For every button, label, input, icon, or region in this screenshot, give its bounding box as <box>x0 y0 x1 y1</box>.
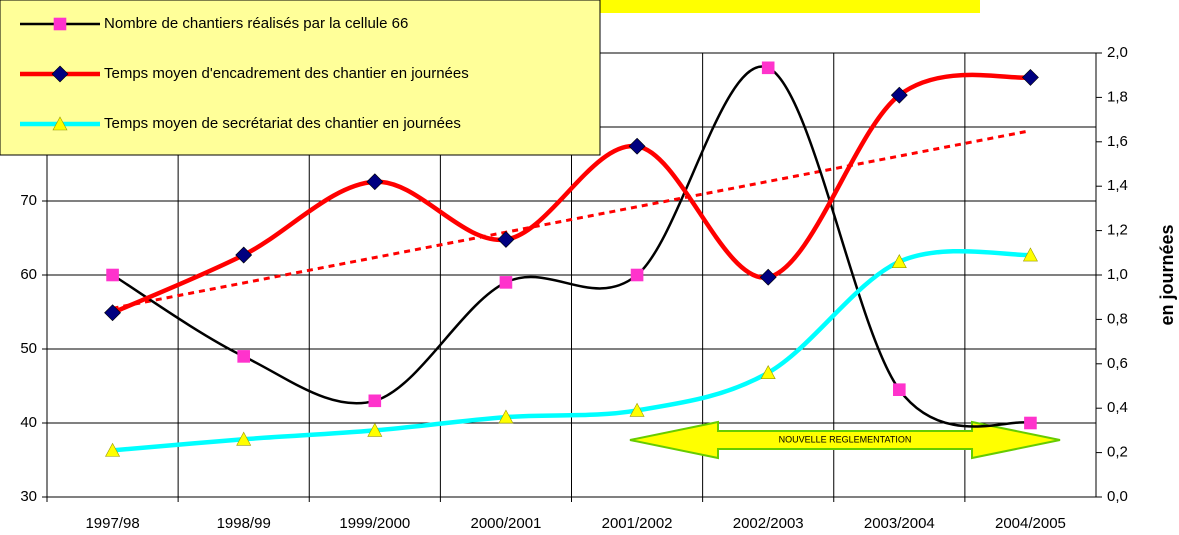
point <box>237 350 250 363</box>
point <box>890 86 908 104</box>
point <box>893 383 906 397</box>
y-tick-label: 40 <box>20 414 37 431</box>
y-tick-label: 70 <box>20 192 37 209</box>
legend-marker <box>53 17 67 31</box>
x-tick-label: 2002/2003 <box>733 515 804 532</box>
point <box>235 246 253 264</box>
y2-tick-label: 0,4 <box>1107 399 1128 416</box>
y2-tick-label: 1,6 <box>1107 133 1128 150</box>
y2-tick-label: 1,4 <box>1107 177 1128 194</box>
y2-tick-label: 0,8 <box>1107 310 1128 327</box>
series-line <box>111 65 1031 428</box>
x-tick-label: 2001/2002 <box>602 515 673 532</box>
legend-label: Nombre de chantiers réalisés par la cell… <box>104 15 408 32</box>
x-tick-label: 2003/2004 <box>864 515 935 532</box>
y2-tick-label: 1,2 <box>1107 222 1128 239</box>
point <box>1024 416 1037 430</box>
point <box>630 268 644 282</box>
legend: Nombre de chantiers réalisés par la cell… <box>0 0 601 156</box>
point <box>497 231 515 248</box>
legend-label: Temps moyen d'encadrement des chantier e… <box>104 65 469 82</box>
y2-tick-label: 2,0 <box>1107 44 1128 61</box>
y-tick-label: 60 <box>20 266 37 283</box>
legend-marker <box>52 116 68 131</box>
point <box>891 254 907 268</box>
marks: NOUVELLE REGLEMENTATION <box>104 61 1061 460</box>
point <box>236 431 252 446</box>
y2-tick-label: 0,0 <box>1107 488 1128 505</box>
point <box>1022 247 1038 262</box>
y2-tick-label: 0,2 <box>1107 444 1128 461</box>
point <box>759 268 777 286</box>
trendline <box>112 129 1031 310</box>
legend-marker <box>51 65 69 83</box>
x-tick-label: 1998/99 <box>217 515 271 532</box>
point <box>105 442 121 457</box>
point <box>106 268 119 282</box>
x-tick-label: 2000/2001 <box>470 515 541 532</box>
legend-box <box>0 0 601 156</box>
annotation-arrow <box>629 420 1061 460</box>
legend-label: Temps moyen de secrétariat des chantier … <box>104 115 461 132</box>
y2-tick-label: 0,6 <box>1107 355 1128 372</box>
y2-tick-label: 1,0 <box>1107 266 1128 283</box>
point <box>629 402 645 417</box>
point <box>1022 68 1039 86</box>
series-line <box>111 72 1031 315</box>
point <box>499 276 513 289</box>
point <box>628 137 646 155</box>
series-line <box>112 248 1031 453</box>
point <box>367 422 383 437</box>
point <box>366 173 384 191</box>
x-tick-label: 2004/2005 <box>995 515 1066 532</box>
y-tick-label: 30 <box>20 488 37 505</box>
point <box>760 365 776 379</box>
x-tick-label: 1997/98 <box>85 515 139 532</box>
y2-axis-label: en journées <box>1157 224 1177 325</box>
y-tick-label: 50 <box>20 340 37 357</box>
point <box>368 394 382 408</box>
y2-tick-label: 1,8 <box>1107 88 1128 105</box>
point <box>498 409 514 424</box>
point <box>761 61 775 75</box>
x-tick-label: 1999/2000 <box>339 515 410 532</box>
point <box>104 304 121 322</box>
annotation: NOUVELLE REGLEMENTATION <box>779 434 912 444</box>
